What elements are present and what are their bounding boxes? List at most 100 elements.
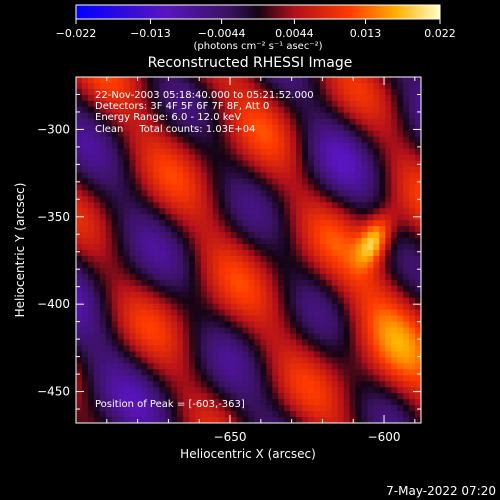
heatmap-cell [236,220,243,227]
heatmap-cell [397,112,404,120]
heatmap-cell [171,106,178,114]
heatmap-cell [272,309,279,317]
heatmap-cell [415,118,421,126]
heatmap-cell [355,387,362,394]
heatmap-cell [319,226,327,233]
heatmap-cell [385,309,392,317]
heatmap-cell [218,100,226,108]
heatmap-cell [415,244,421,251]
heatmap-cell [236,411,243,418]
heatmap-cell [81,291,89,299]
heatmap-cell [409,309,416,317]
heatmap-cell [111,399,119,406]
heatmap-cell [302,244,309,251]
heatmap-cell [248,238,255,245]
heatmap-cell [260,369,267,376]
heatmap-cell [111,100,119,108]
heatmap-cell [189,226,196,233]
heatmap-cell [153,387,160,394]
heatmap-cell [319,321,327,328]
heatmap-cell [81,267,89,275]
heatmap-cell [212,303,220,311]
heatmap-cell [105,393,113,400]
heatmap-cell [290,273,297,281]
heatmap-cell [325,154,333,161]
heatmap-cell [337,208,345,215]
heatmap-cell [76,303,83,311]
heatmap-cell [183,381,190,388]
heatmap-cell [111,345,119,352]
heatmap-cell [93,321,101,328]
heatmap-cell [76,88,83,96]
heatmap-cell [385,261,392,269]
heatmap-cell [266,297,273,305]
heatmap-cell [337,303,345,311]
heatmap-cell [87,405,95,412]
heatmap-cell [254,77,261,84]
heatmap-cell [385,106,392,114]
heatmap-cell [76,208,83,215]
heatmap-cell [313,279,321,287]
heatmap-cell [361,118,368,126]
heatmap-cell [254,88,261,96]
heatmap-cell [349,393,356,400]
heatmap-cell [397,82,404,90]
heatmap-cell [331,303,339,311]
heatmap-cell [218,357,226,364]
heatmap-cell [355,112,362,120]
heatmap-cell [355,154,362,161]
heatmap-cell [236,303,243,311]
heatmap-cell [105,226,113,233]
heatmap-cell [325,285,333,293]
heatmap-cell [171,327,178,334]
heatmap-cell [355,190,362,197]
heatmap-cell [266,375,273,382]
heatmap-cell [415,333,421,340]
heatmap-cell [319,273,327,281]
heatmap-cell [236,196,243,203]
heatmap-cell [313,417,321,423]
heatmap-cell [230,339,238,346]
heatmap-cell [397,226,404,233]
heatmap-cell [254,303,261,311]
heatmap-cell [105,261,113,269]
heatmap-cell [194,172,202,179]
heatmap-cell [218,190,226,197]
heatmap-cell [379,136,386,144]
heatmap-cell [343,375,351,382]
heatmap-cell [236,160,243,167]
heatmap-cell [349,220,356,227]
heatmap-cell [147,285,154,293]
heatmap-cell [397,202,404,209]
heatmap-cell [272,118,279,126]
heatmap-cell [367,393,374,400]
heatmap-cell [278,202,285,209]
heatmap-cell [194,363,202,370]
heatmap-cell [76,250,83,257]
heatmap-cell [373,250,380,257]
heatmap-cell [373,160,380,167]
heatmap-cell [302,381,309,388]
heatmap-cell [206,142,214,149]
heatmap-cell [76,411,83,418]
heatmap-cell [153,202,160,209]
heatmap-cell [397,148,404,155]
heatmap-cell [200,190,208,197]
heatmap-cell [397,244,404,251]
heatmap-cell [302,285,309,293]
heatmap-cell [236,226,243,233]
heatmap-cell [349,357,356,364]
heatmap-cell [99,88,107,96]
heatmap-cell [367,106,374,114]
heatmap-cell [254,273,261,281]
heatmap-cell [189,333,196,340]
heatmap-cell [331,417,339,423]
heatmap-cell [218,214,226,221]
heatmap-cell [379,100,386,108]
heatmap-cell [260,94,267,102]
heatmap-cell [183,88,190,96]
heatmap-cell [171,333,178,340]
heatmap-cell [254,184,261,191]
heatmap-cell [189,339,196,346]
heatmap-cell [361,166,368,173]
